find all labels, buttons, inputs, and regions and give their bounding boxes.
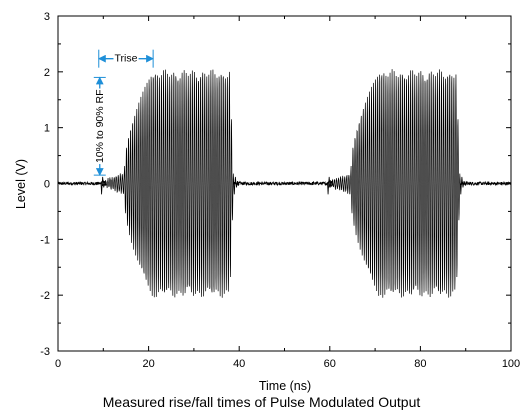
annotation-layer: Trise 10% to 90% RF <box>93 49 154 176</box>
x-tick-label: 20 <box>142 358 154 370</box>
amplitude-label: 10% to 90% RF <box>94 89 106 163</box>
y-tick-label: -3 <box>40 346 50 358</box>
switching-transient <box>459 176 467 195</box>
x-tick-label: 40 <box>233 358 245 370</box>
switching-transient <box>327 176 334 195</box>
switching-transient <box>100 176 107 195</box>
x-tick-label: 0 <box>55 358 61 370</box>
chart-title: Measured rise/fall times of Pulse Modula… <box>102 394 421 410</box>
y-tick-label: 0 <box>44 179 50 191</box>
axes-layer: 0 20 40 60 80 100 -3 -2 -1 0 1 2 3 <box>40 11 520 370</box>
x-axis-label: Time (ns) <box>259 379 311 393</box>
y-tick-label: 2 <box>44 67 50 79</box>
x-tick-label: 60 <box>324 358 336 370</box>
y-tick-label: 3 <box>44 11 50 23</box>
y-tick-label: 1 <box>44 123 50 135</box>
switching-transient <box>233 176 240 195</box>
y-axis-label: Level (V) <box>14 159 28 209</box>
y-tick-label: -2 <box>40 290 50 302</box>
trise-label: Trise <box>114 53 137 65</box>
signal-trace <box>57 69 512 298</box>
signal-layer <box>57 69 512 298</box>
y-tick-label: -1 <box>40 234 50 246</box>
x-tick-label: 80 <box>414 358 426 370</box>
x-tick-label: 100 <box>502 358 520 370</box>
